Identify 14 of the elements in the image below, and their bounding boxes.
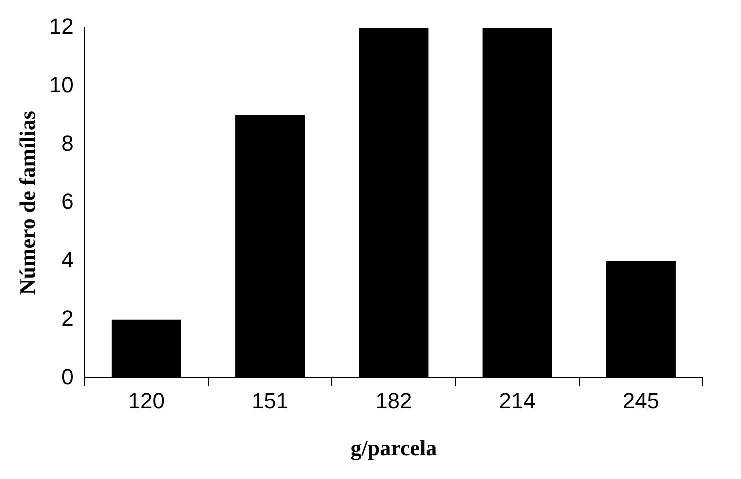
y-tick-label: 6 <box>62 189 74 214</box>
y-tick-label: 8 <box>62 130 74 156</box>
y-tick-label: 2 <box>62 306 74 331</box>
x-tick-label: 182 <box>376 388 412 414</box>
x-tick-label: 151 <box>252 388 289 414</box>
x-axis-title: g/parcela <box>350 435 438 460</box>
y-tick-label: 12 <box>49 14 74 40</box>
x-tick-label: 214 <box>499 388 536 414</box>
y-tick-label: 0 <box>62 364 74 390</box>
x-tick-label: 120 <box>128 388 166 414</box>
x-tick-label: 245 <box>622 388 660 414</box>
y-axis-title: Número de famílias <box>14 110 40 296</box>
y-tick-label: 10 <box>49 72 74 98</box>
y-tick-label: 4 <box>62 248 74 273</box>
